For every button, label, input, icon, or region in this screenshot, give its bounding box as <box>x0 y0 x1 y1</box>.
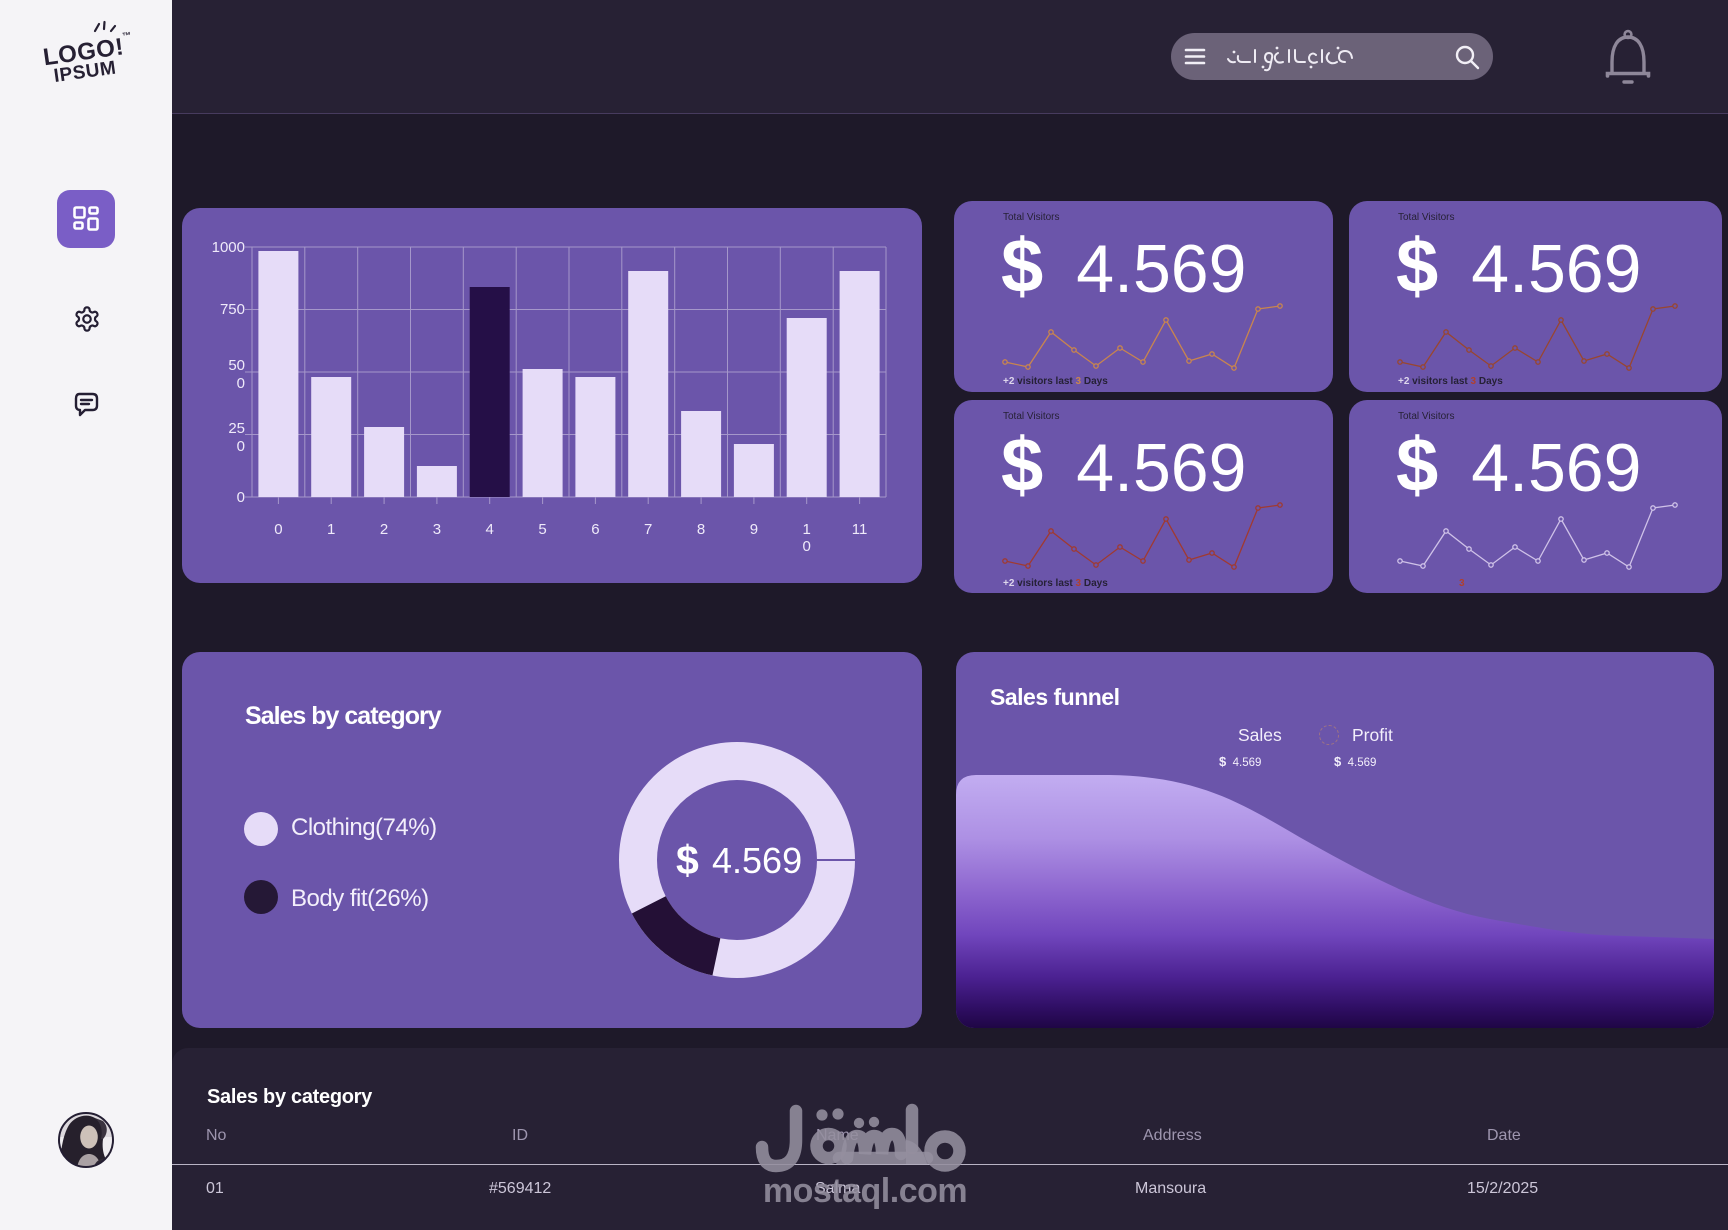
svg-text:5: 5 <box>538 521 546 538</box>
svg-text:8: 8 <box>697 521 705 538</box>
svg-text:25: 25 <box>228 420 245 437</box>
svg-text:6: 6 <box>591 521 599 538</box>
svg-text:1: 1 <box>327 521 335 538</box>
svg-text:4.569: 4.569 <box>712 840 802 881</box>
svg-text:1000: 1000 <box>212 239 245 256</box>
svg-text:mostaql.com: mostaql.com <box>763 1172 967 1210</box>
svg-text:750: 750 <box>220 301 245 318</box>
svg-text:0: 0 <box>803 538 811 555</box>
svg-text:4: 4 <box>486 521 494 538</box>
svg-text:50: 50 <box>228 357 245 374</box>
svg-text:0: 0 <box>274 521 282 538</box>
svg-text:7: 7 <box>644 521 652 538</box>
svg-text:0: 0 <box>237 375 245 392</box>
svg-text:11: 11 <box>852 521 868 538</box>
svg-text:2: 2 <box>380 521 388 538</box>
svg-text:$: $ <box>676 837 699 883</box>
svg-text:0: 0 <box>237 489 245 506</box>
svg-text:3: 3 <box>433 521 441 538</box>
svg-text:1: 1 <box>803 521 811 538</box>
svg-text:9: 9 <box>750 521 758 538</box>
svg-text:0: 0 <box>237 438 245 455</box>
